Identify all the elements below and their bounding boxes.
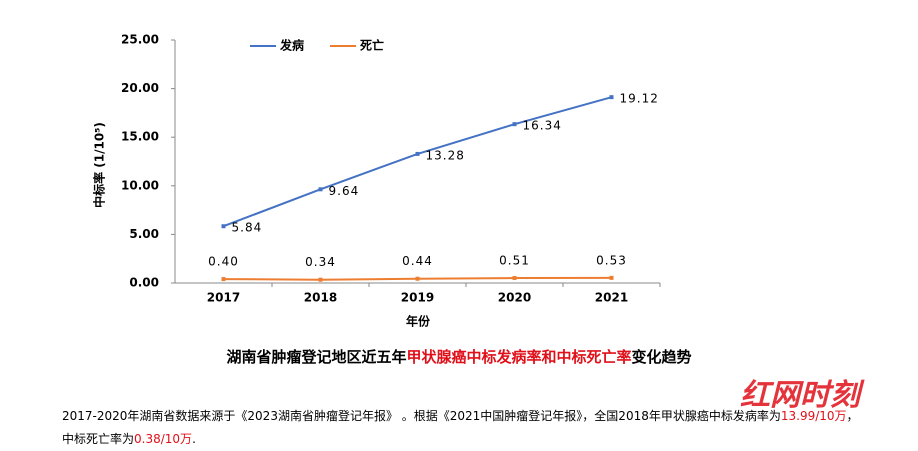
caption: 湖南省肿瘤登记地区近五年甲状腺癌中标发病率和中标死亡率变化趋势 [0,346,918,367]
y-tick-label: 25.00 [121,33,159,47]
data-label: 19.12 [620,92,659,106]
x-tick-label: 2021 [595,291,628,305]
point [415,276,420,281]
data-label: 0.40 [208,255,239,269]
y-tick-label: 5.00 [129,227,159,241]
x-tick-label: 2018 [304,291,337,305]
y-tick-label: 20.00 [121,81,159,95]
point [512,276,517,281]
point [221,277,226,282]
data-label: 0.51 [499,254,530,268]
point [318,187,323,192]
point [512,122,517,127]
caption-text: 湖南省肿瘤登记地区近五年 [226,348,407,366]
data-label: 13.28 [426,148,465,162]
y-tick-label: 0.00 [129,276,159,290]
note-highlight: 0.38/10万 [134,432,193,446]
chart: 中标率 (1/10⁵) 年份 0.00 5.00 10.00 15.00 20.00 25… [92,33,661,329]
x-axis-label: 年份 [406,314,431,329]
point [609,275,614,280]
y-tick-label: 15.00 [121,130,159,144]
note-text: 中标死亡率为 [62,432,135,446]
legend-label: 发病 [279,38,304,53]
data-label: 0.44 [402,254,433,268]
note-text: . [192,432,196,446]
caption-highlight: 甲状腺癌中标发病率和中标死亡率 [406,348,632,366]
note-text: ， [846,409,859,423]
data-label: 5.84 [232,221,263,235]
note: 2017-2020年湖南省数据来源于《2023湖南省肿瘤登记年报》 。根据《20… [62,405,912,451]
caption-text: 变化趋势 [631,348,692,366]
point [318,277,323,282]
data-label: 0.34 [305,255,336,269]
legend-label: 死亡 [360,38,384,53]
point [609,95,614,100]
watermark: 红网时刻 [740,378,860,413]
data-label: 0.53 [596,253,627,267]
y-axis-label: 中标率 (1/10⁵) [92,122,107,208]
x-tick-label: 2017 [207,291,240,305]
note-highlight: 13.99/10万 [780,409,847,423]
point [221,224,226,229]
x-tick-label: 2020 [498,291,531,305]
note-text: 2017-2020年湖南省数据来源于《2023湖南省肿瘤登记年报》 。根据《20… [62,409,781,423]
y-tick-label: 10.00 [121,178,159,192]
x-tick-label: 2019 [401,291,434,305]
line [223,96,612,228]
point [415,151,420,156]
data-label: 9.64 [329,184,360,198]
data-label: 16.34 [523,119,562,133]
